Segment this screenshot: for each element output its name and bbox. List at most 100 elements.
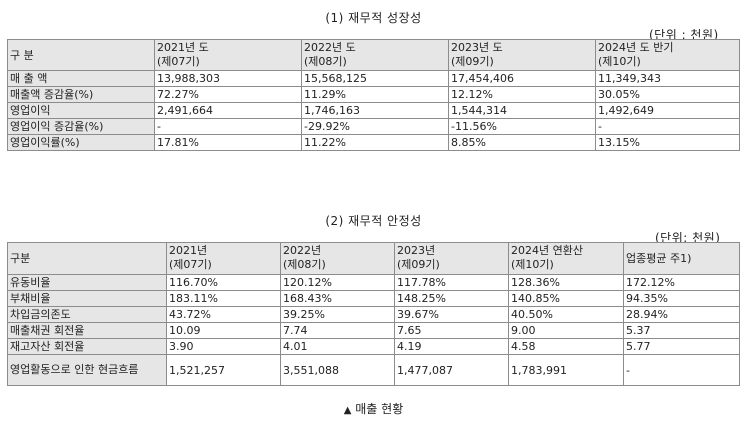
row-label-cell: 매출액 증감율(%) — [7, 86, 155, 103]
growth-unit: (단위 : 천원) — [649, 28, 719, 42]
row-label-cell: 차입금의존도 — [7, 306, 167, 323]
figure-caption: ▲ 매출 현황 — [0, 400, 747, 417]
value-cell: 1,746,163 — [301, 102, 449, 119]
growth-header-cell: 2021년 도 (제07기) — [154, 39, 302, 71]
row-label-cell: 영업이익 증감율(%) — [7, 118, 155, 135]
table-row: 영업이익 증감율(%) - -29.92% -11.56% - — [7, 118, 740, 135]
growth-header-cell: 2023년 도 (제09기) — [448, 39, 596, 71]
value-cell: 8.85% — [448, 134, 596, 151]
stability-header-row: 구분 2021년 (제07기) 2022년 (제08기) 2023년 (제09기) 2… — [7, 242, 740, 275]
value-cell: 17,454,406 — [448, 70, 596, 87]
stability-header-cell: 2023년 (제09기) — [394, 242, 509, 275]
table-row: 영업이익 2,491,664 1,746,163 1,544,314 1,492,649 — [7, 102, 740, 119]
value-cell: 9.00 — [508, 322, 624, 339]
value-cell: 30.05% — [595, 86, 740, 103]
value-cell: 17.81% — [154, 134, 302, 151]
value-cell: 5.37 — [623, 322, 740, 339]
value-cell: 4.19 — [394, 338, 509, 355]
value-cell: 94.35% — [623, 290, 740, 307]
row-label-cell: 매출채권 회전율 — [7, 322, 167, 339]
table-row: 재고자산 회전율 3.90 4.01 4.19 4.58 5.77 — [7, 338, 740, 355]
value-cell: 4.01 — [280, 338, 395, 355]
value-cell: 3,551,088 — [280, 354, 395, 386]
value-cell: 2,491,664 — [154, 102, 302, 119]
value-cell: 172.12% — [623, 274, 740, 291]
value-cell: 43.72% — [166, 306, 281, 323]
row-label-cell: 영업활동으로 인한 현금흐름 — [7, 354, 167, 386]
table-row: 부채비율 183.11% 168.43% 148.25% 140.85% 94.35% — [7, 290, 740, 307]
table-row: 매 출 액 13,988,303 15,568,125 17,454,406 11,34… — [7, 70, 740, 87]
value-cell: 4.58 — [508, 338, 624, 355]
value-cell: 183.11% — [166, 290, 281, 307]
table-row: 영업활동으로 인한 현금흐름 1,521,257 3,551,088 1,477,08… — [7, 354, 740, 386]
year-label: 2023년 도 (제09기) — [451, 41, 503, 68]
value-cell: 7.65 — [394, 322, 509, 339]
value-cell: 11.22% — [301, 134, 449, 151]
growth-header-cell: 2024년 도 반기 (제10기) — [595, 39, 740, 71]
stability-header-cell: 구분 — [7, 242, 167, 275]
year-label: 2022년 (제08기) — [283, 244, 326, 271]
year-label: 2024년 연환산 (제10기) — [511, 244, 583, 271]
year-label: 2024년 도 반기 (제10기) — [598, 41, 674, 68]
year-label: 2021년 도 (제07기) — [157, 41, 209, 68]
value-cell: 11.29% — [301, 86, 449, 103]
value-cell: 15,568,125 — [301, 70, 449, 87]
value-cell: 116.70% — [166, 274, 281, 291]
value-cell: 148.25% — [394, 290, 509, 307]
table-row: 영업이익률(%) 17.81% 11.22% 8.85% 13.15% — [7, 134, 740, 151]
row-label-cell: 부채비율 — [7, 290, 167, 307]
growth-table: 구 분 2021년 도 (제07기) 2022년 도 (제08기) 2023년 도(… — [7, 39, 740, 151]
row-label-cell: 영업이익률(%) — [7, 134, 155, 151]
value-cell: - — [595, 118, 740, 135]
value-cell: 10.09 — [166, 322, 281, 339]
stability-title: (2) 재무적 안정성 — [325, 214, 422, 228]
value-cell: 5.77 — [623, 338, 740, 355]
value-cell: -29.92% — [301, 118, 449, 135]
row-label-cell: 재고자산 회전율 — [7, 338, 167, 355]
caption-text: 매출 현황 — [355, 402, 404, 416]
value-cell: 1,783,991 — [508, 354, 624, 386]
stability-header-cell: 2021년 (제07기) — [166, 242, 281, 275]
value-cell: 168.43% — [280, 290, 395, 307]
value-cell: 39.67% — [394, 306, 509, 323]
row-label-cell: 유동비율 — [7, 274, 167, 291]
growth-title: (1) 재무적 성장성 — [325, 11, 422, 25]
triangle-up-icon: ▲ — [343, 405, 352, 416]
value-cell: 128.36% — [508, 274, 624, 291]
value-cell: 140.85% — [508, 290, 624, 307]
value-cell: 13,988,303 — [154, 70, 302, 87]
stability-unit: (단위: 천원) — [655, 231, 721, 245]
row-label-cell: 매 출 액 — [7, 70, 155, 87]
row-label-cell: 영업이익 — [7, 102, 155, 119]
stability-header-cell: 업종평균 주1) — [623, 242, 740, 275]
value-cell: 7.74 — [280, 322, 395, 339]
stability-header-cell: 2022년 (제08기) — [280, 242, 395, 275]
year-label: 2022년 도 (제08기) — [304, 41, 356, 68]
table-row: 유동비율 116.70% 120.12% 117.78% 128.36% 172.12% — [7, 274, 740, 291]
table-row: 차입금의존도 43.72% 39.25% 39.67% 40.50% 28.94% — [7, 306, 740, 323]
value-cell: 1,521,257 — [166, 354, 281, 386]
value-cell: 120.12% — [280, 274, 395, 291]
value-cell: 39.25% — [280, 306, 395, 323]
value-cell: 12.12% — [448, 86, 596, 103]
table-row: 매출액 증감율(%) 72.27% 11.29% 12.12% 30.05% — [7, 86, 740, 103]
growth-header-row: 구 분 2021년 도 (제07기) 2022년 도 (제08기) 2023년 도(… — [7, 39, 740, 71]
value-cell: 28.94% — [623, 306, 740, 323]
growth-header-cell: 구 분 — [7, 39, 155, 71]
value-cell: - — [154, 118, 302, 135]
value-cell: 40.50% — [508, 306, 624, 323]
value-cell: 1,477,087 — [394, 354, 509, 386]
value-cell: 3.90 — [166, 338, 281, 355]
value-cell: - — [623, 354, 740, 386]
value-cell: 11,349,343 — [595, 70, 740, 87]
year-label: 2023년 (제09기) — [397, 244, 440, 271]
table-row: 매출채권 회전율 10.09 7.74 7.65 9.00 5.37 — [7, 322, 740, 339]
value-cell: 13.15% — [595, 134, 740, 151]
value-cell: 117.78% — [394, 274, 509, 291]
stability-header-cell: 2024년 연환산 (제10기) — [508, 242, 624, 275]
value-cell: 1,492,649 — [595, 102, 740, 119]
growth-header-cell: 2022년 도 (제08기) — [301, 39, 449, 71]
stability-table: 구분 2021년 (제07기) 2022년 (제08기) 2023년 (제09기) 2… — [7, 242, 740, 386]
value-cell: 1,544,314 — [448, 102, 596, 119]
value-cell: 72.27% — [154, 86, 302, 103]
